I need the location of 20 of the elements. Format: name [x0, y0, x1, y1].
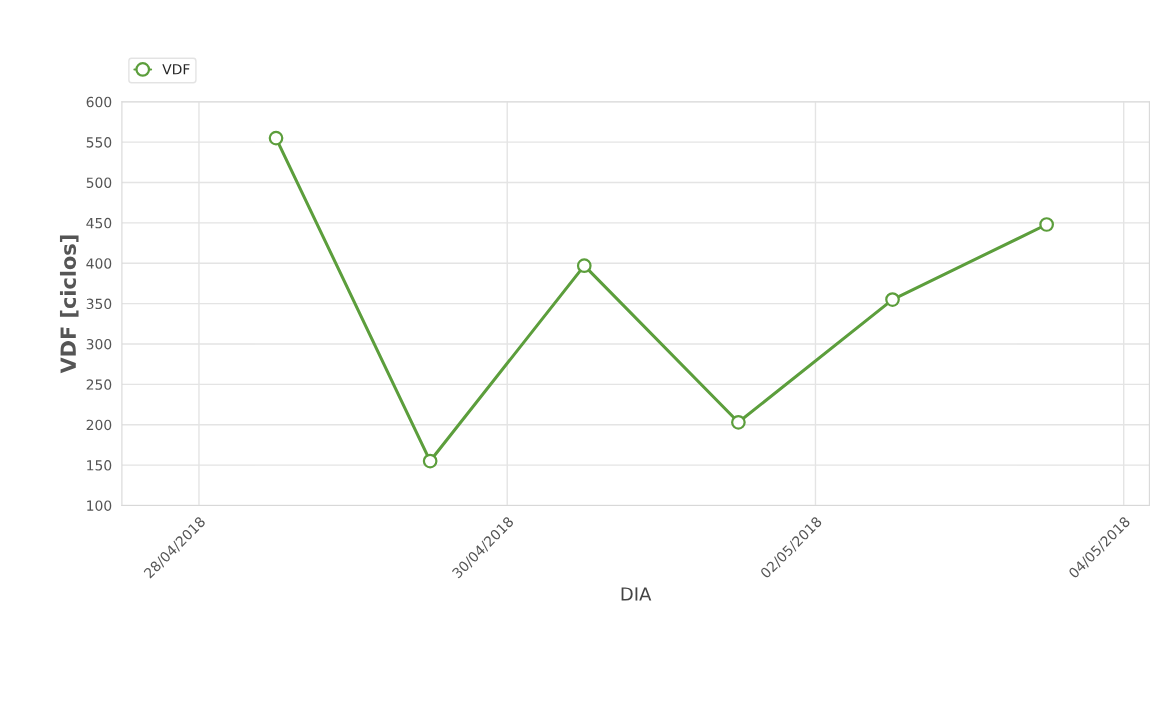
y-tick-label: 450: [86, 217, 112, 229]
point: [422, 453, 438, 469]
point: [576, 258, 592, 274]
y-tick-label: 550: [86, 137, 112, 148]
y-tick-label: 200: [86, 419, 112, 431]
y-tick-label: 600: [86, 96, 112, 108]
legend-label: VDF: [162, 64, 190, 75]
y-tick-label: 300: [86, 338, 112, 350]
y-tick-label: 150: [87, 460, 112, 471]
y-tick-label: 500: [86, 177, 112, 188]
y-tick-label: 100: [87, 500, 112, 511]
point: [885, 292, 900, 307]
x-axis-title: DIA: [621, 587, 652, 601]
y-tick-label: 250: [86, 379, 112, 390]
point: [731, 414, 746, 430]
y-axis-title: VDF [ciclos]: [59, 235, 79, 374]
y-tick-label: 350: [86, 298, 112, 310]
point: [1039, 217, 1054, 232]
y-tick-label: 400: [86, 258, 112, 269]
point: [268, 130, 284, 146]
